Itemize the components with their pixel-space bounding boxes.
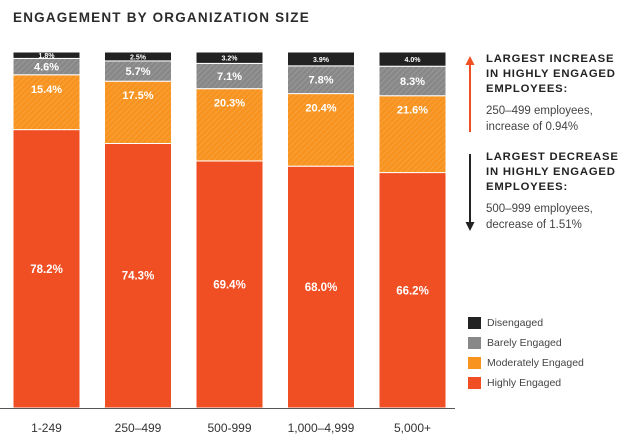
data-label: 3.2% bbox=[222, 56, 239, 63]
legend-item-moderately-engaged: Moderately Engaged bbox=[468, 353, 584, 373]
bar-segment-texture bbox=[287, 93, 355, 167]
decrease-heading-line: EMPLOYEES: bbox=[486, 181, 569, 193]
x-tick-label: 500-999 bbox=[207, 421, 251, 435]
legend-swatch bbox=[468, 337, 481, 349]
increase-heading-line: EMPLOYEES: bbox=[486, 83, 569, 95]
arrow-down-icon bbox=[465, 154, 475, 231]
data-label: 21.6% bbox=[397, 105, 428, 117]
data-label: 7.1% bbox=[217, 71, 242, 83]
data-label: 69.4% bbox=[213, 279, 246, 291]
bar-segment-texture bbox=[13, 58, 80, 75]
legend-swatch bbox=[468, 317, 481, 329]
data-label: 8.3% bbox=[400, 76, 425, 88]
decrease-callout: LARGEST DECREASE IN HIGHLY ENGAGED EMPLO… bbox=[465, 150, 625, 233]
legend-item-disengaged: Disengaged bbox=[468, 313, 584, 333]
legend-swatch bbox=[468, 377, 481, 389]
data-label: 74.3% bbox=[122, 271, 155, 283]
arrow-up-icon bbox=[465, 56, 475, 132]
bar-segment-texture bbox=[104, 60, 172, 82]
data-label: 4.0% bbox=[405, 57, 422, 64]
bar-segment-disengaged bbox=[287, 51, 355, 67]
bar-segment-texture bbox=[104, 81, 172, 144]
bar-segment-texture bbox=[379, 95, 446, 173]
data-label: 7.8% bbox=[308, 75, 333, 87]
stacked-bar-chart: 78.2% 15.4% 4.6% 1.8% 1-249 74.3% 17.5% 5.7% 2.5… bbox=[0, 51, 455, 435]
legend-item-highly-engaged: Highly Engaged bbox=[468, 373, 584, 393]
x-tick-label: 250–499 bbox=[115, 421, 162, 435]
bar-segment-texture bbox=[196, 63, 263, 89]
legend-label: Disengaged bbox=[487, 317, 544, 329]
data-label: 5.7% bbox=[125, 66, 150, 78]
bar-segment-highly-engaged bbox=[378, 172, 447, 409]
x-tick-label: 1-249 bbox=[31, 421, 62, 435]
increase-body-line: increase of 0.94% bbox=[486, 121, 579, 133]
x-tick-label: 5,000+ bbox=[394, 421, 431, 435]
data-label: 78.2% bbox=[30, 264, 63, 276]
bar-segment-texture bbox=[287, 65, 355, 94]
bar-segment-disengaged bbox=[378, 51, 447, 67]
bar-segment-texture bbox=[13, 74, 80, 130]
increase-heading-line: IN HIGHLY ENGAGED bbox=[486, 68, 616, 80]
decrease-heading: LARGEST DECREASE IN HIGHLY ENGAGED EMPLO… bbox=[486, 150, 625, 195]
data-label: 1.8% bbox=[39, 53, 56, 60]
bar-segment-texture bbox=[379, 66, 446, 96]
data-label: 15.4% bbox=[31, 84, 62, 96]
data-label: 66.2% bbox=[396, 285, 429, 297]
data-label: 17.5% bbox=[122, 90, 153, 102]
decrease-heading-line: LARGEST DECREASE bbox=[486, 151, 619, 163]
decrease-heading-line: IN HIGHLY ENGAGED bbox=[486, 166, 616, 178]
data-label: 2.5% bbox=[130, 54, 147, 61]
bar-segment-highly-engaged bbox=[287, 165, 355, 409]
data-label: 20.3% bbox=[214, 98, 245, 110]
data-label: 4.6% bbox=[34, 62, 59, 74]
increase-heading-line: LARGEST INCREASE bbox=[486, 53, 615, 65]
increase-body-line: 250–499 employees, bbox=[486, 105, 593, 117]
legend-label: Highly Engaged bbox=[487, 377, 562, 389]
increase-heading: LARGEST INCREASE IN HIGHLY ENGAGED EMPLO… bbox=[486, 52, 625, 97]
legend-label: Barely Engaged bbox=[487, 337, 562, 349]
bar-segment-highly-engaged bbox=[195, 160, 264, 409]
legend-swatch bbox=[468, 357, 481, 369]
decrease-body-line: decrease of 1.51% bbox=[486, 219, 582, 231]
chart-title: ENGAGEMENT BY ORGANIZATION SIZE bbox=[13, 10, 310, 25]
legend-label: Moderately Engaged bbox=[487, 357, 584, 369]
increase-body: 250–499 employees, increase of 0.94% bbox=[486, 103, 625, 135]
legend-item-barely-engaged: Barely Engaged bbox=[468, 333, 584, 353]
increase-callout: LARGEST INCREASE IN HIGHLY ENGAGED EMPLO… bbox=[465, 52, 625, 135]
bar-segment-highly-engaged bbox=[104, 142, 172, 409]
bar-segment-disengaged bbox=[104, 51, 172, 62]
data-label: 68.0% bbox=[305, 282, 338, 294]
data-label: 20.4% bbox=[305, 103, 336, 115]
bar-segment-texture bbox=[196, 88, 263, 161]
x-tick-label: 1,000–4,999 bbox=[288, 421, 355, 435]
data-label: 3.9% bbox=[313, 57, 330, 64]
decrease-body: 500–999 employees, decrease of 1.51% bbox=[486, 201, 625, 233]
chart-legend: Disengaged Barely Engaged Moderately Eng… bbox=[468, 313, 584, 393]
bar-segment-disengaged bbox=[12, 51, 81, 59]
bar-segment-highly-engaged bbox=[12, 129, 81, 409]
bar-segment-disengaged bbox=[195, 51, 264, 64]
decrease-body-line: 500–999 employees, bbox=[486, 203, 593, 215]
